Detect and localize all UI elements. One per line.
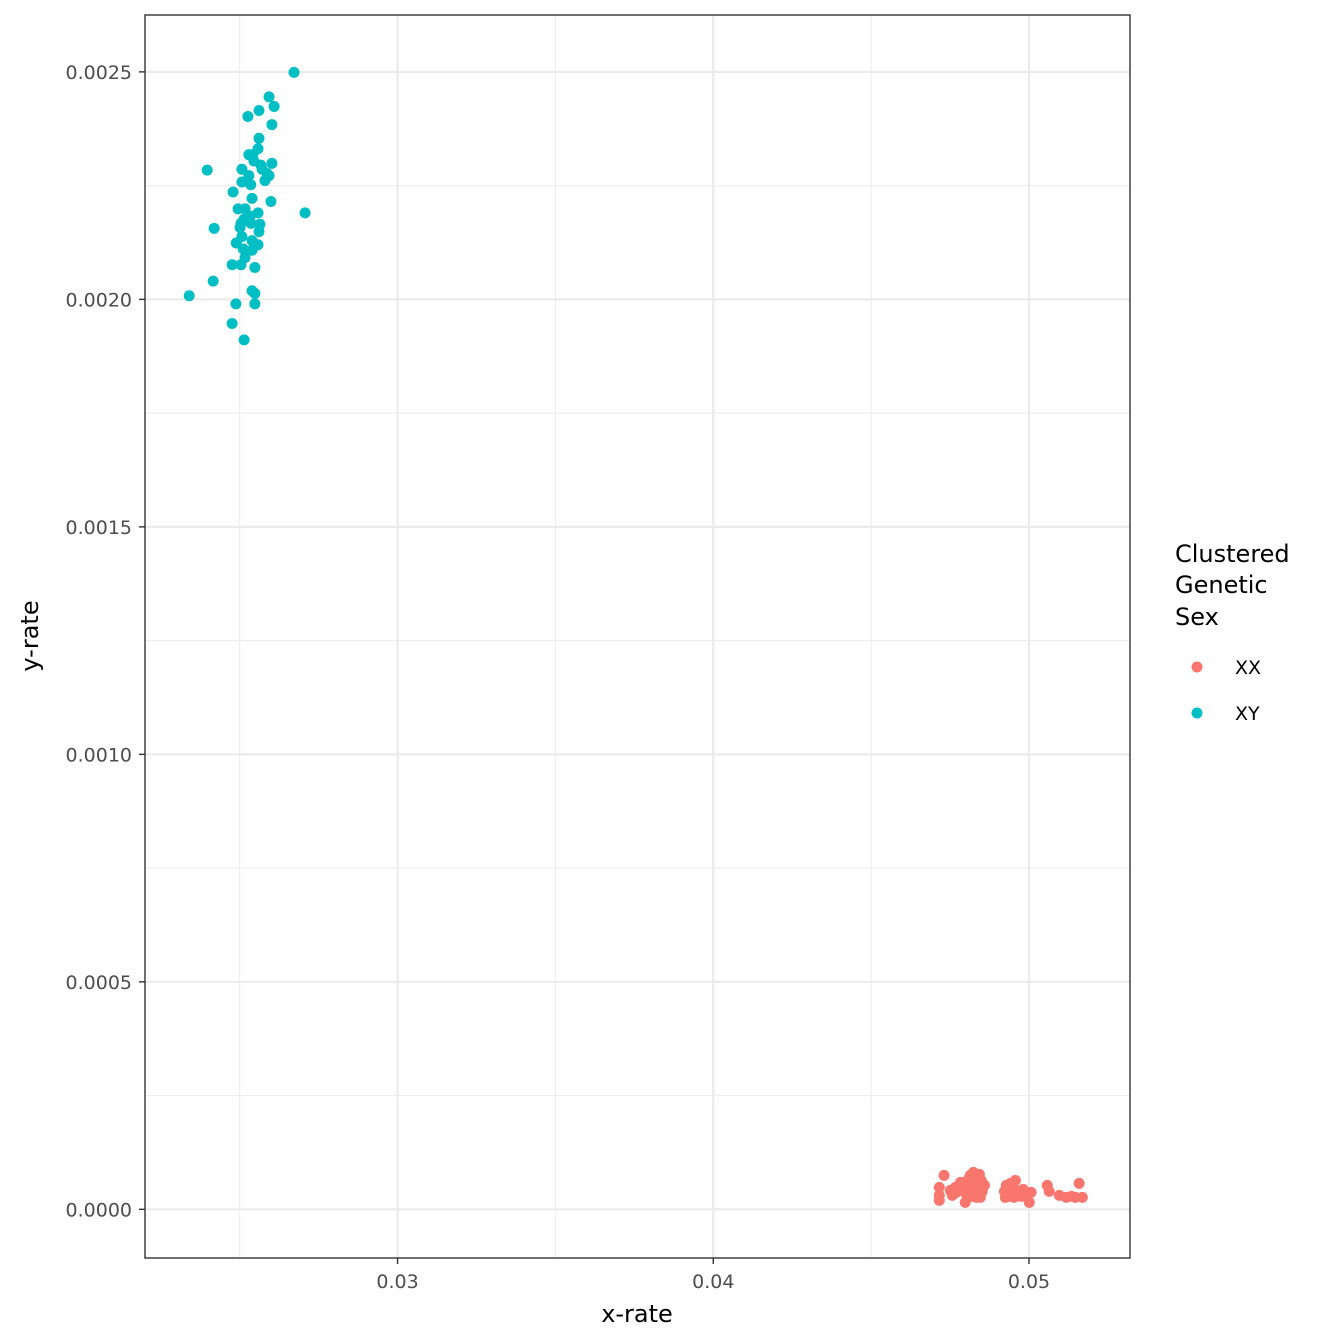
legend-label-xy: XY — [1235, 703, 1260, 725]
data-point-xy — [299, 207, 311, 219]
legend-title-line-1: Clustered — [1175, 540, 1290, 568]
data-point-xx — [933, 1181, 945, 1193]
data-point-xy — [243, 170, 255, 182]
data-point-xy — [207, 275, 219, 287]
data-point-xy — [235, 259, 247, 271]
legend-title-line-2: Genetic — [1175, 571, 1268, 599]
plot-panel-background — [145, 15, 1130, 1258]
legend: Clustered Genetic Sex XX XY — [1175, 540, 1290, 725]
data-point-xx — [1023, 1196, 1035, 1208]
data-point-xx — [1043, 1185, 1055, 1197]
y-tick-label: 0.0010 — [66, 744, 132, 766]
data-point-xy — [238, 334, 250, 346]
data-point-xy — [265, 196, 277, 208]
data-point-xy — [246, 192, 258, 204]
data-point-xy — [249, 287, 261, 299]
data-points — [183, 66, 1088, 1208]
data-point-xy — [249, 298, 261, 310]
data-point-xy — [230, 298, 242, 310]
data-point-xy — [266, 157, 278, 169]
y-axis: 0.0000 0.0005 0.0010 0.0015 0.0020 0.0025 — [66, 62, 145, 1221]
y-tick-label: 0.0005 — [66, 972, 132, 994]
data-point-xx — [933, 1189, 945, 1201]
data-point-xy — [268, 100, 280, 112]
data-point-xy — [245, 179, 257, 191]
data-point-xx — [1076, 1191, 1088, 1203]
y-tick-label: 0.0015 — [66, 517, 132, 539]
data-point-xy — [253, 105, 265, 117]
y-tick-label: 0.0025 — [66, 62, 132, 84]
data-point-xx — [978, 1179, 990, 1191]
data-point-xy — [242, 110, 254, 122]
data-point-xy — [288, 66, 300, 78]
data-point-xy — [253, 226, 265, 238]
minor-gridlines — [145, 15, 1130, 1258]
y-tick-label: 0.0000 — [66, 1199, 132, 1221]
data-point-xy — [263, 91, 275, 103]
data-point-xy — [236, 176, 248, 188]
x-tick-label: 0.03 — [376, 1271, 418, 1293]
legend-key-xy — [1191, 707, 1203, 719]
data-point-xy — [183, 290, 195, 302]
y-axis-title: y-rate — [16, 600, 44, 671]
data-point-xx — [1025, 1186, 1037, 1198]
y-tick-label: 0.0020 — [66, 289, 132, 311]
data-point-xy — [234, 221, 246, 233]
data-point-xy — [246, 244, 258, 256]
legend-key-xx — [1191, 661, 1203, 673]
data-point-xy — [208, 222, 220, 234]
data-point-xx — [1073, 1177, 1085, 1189]
x-tick-label: 0.04 — [692, 1271, 734, 1293]
data-point-xy — [226, 317, 238, 329]
x-axis: 0.03 0.04 0.05 — [376, 1258, 1050, 1293]
x-tick-label: 0.05 — [1008, 1271, 1050, 1293]
major-gridlines — [145, 15, 1130, 1258]
data-point-xy — [226, 259, 238, 271]
data-point-xy — [266, 119, 278, 131]
legend-title-line-3: Sex — [1175, 603, 1219, 631]
data-point-xy — [237, 243, 249, 255]
data-point-xy — [236, 163, 248, 175]
data-point-xy — [245, 217, 257, 229]
data-point-xx — [1009, 1174, 1021, 1186]
plot-panel-border — [144, 14, 1131, 1259]
x-axis-title: x-rate — [601, 1300, 673, 1328]
legend-label-xx: XX — [1235, 657, 1261, 679]
data-point-xy — [253, 132, 265, 144]
data-point-xx — [938, 1169, 950, 1181]
data-point-xy — [227, 186, 239, 198]
data-point-xy — [201, 164, 213, 176]
data-point-xy — [259, 175, 271, 187]
data-point-xy — [249, 262, 261, 274]
